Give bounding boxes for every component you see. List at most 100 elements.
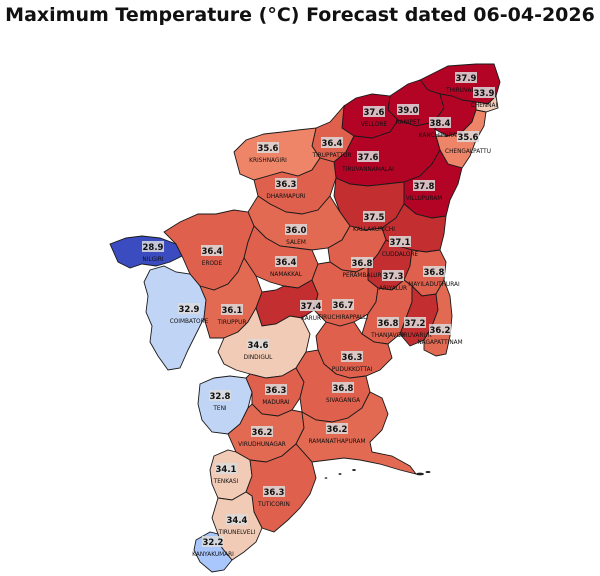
value-box [404, 317, 426, 328]
temperature-value: 37.5 [364, 213, 385, 223]
temperature-value: 32.2 [203, 538, 224, 548]
district-name: RAMANATHAPURAM [309, 439, 366, 445]
district-label-tiruvarur: 37.2 TIRUVARUR [397, 317, 432, 339]
value-box [457, 131, 479, 142]
map-title: Maximum Temperature (°C) Forecast dated … [5, 4, 595, 26]
district-label-villupuram: 37.8 VILLUPURAM [406, 180, 443, 202]
temperature-value: 34.4 [227, 516, 248, 526]
district-name: TIRUVANNAMALAI [341, 167, 394, 173]
temperature-value: 37.3 [383, 272, 404, 282]
district-label-virudhunagar: 36.2 VIRUDHUNAGAR [238, 426, 286, 448]
district-name: TIRUNELVELI [218, 530, 256, 536]
district-name: VILLUPURAM [406, 196, 443, 202]
district-name: CUDDALORE [382, 252, 419, 258]
district-label-namakkal: 36.4 NAMAKKAL [270, 256, 303, 278]
district-name: KANYAKUMARI [192, 552, 234, 558]
district-label-sivaganga: 36.8 SIVAGANGA [326, 382, 360, 404]
district-label-chennai: 33.9 CHENNAI [471, 87, 498, 109]
temperature-value: 36.7 [333, 301, 354, 311]
value-box [209, 390, 231, 401]
district-label-salem: 36.0 SALEM [285, 224, 307, 246]
district-name: MAYILADUTHURAI [408, 282, 460, 288]
district-name: TIRUPPUR [217, 320, 247, 326]
district-label-tiruppattur: 36.4 TIRUPPATTUR [312, 137, 352, 159]
value-box [326, 423, 348, 434]
district-coimbatore[interactable] [143, 265, 207, 371]
district-label-krishnagiri: 35.6 KRISHNAGIRI [249, 142, 287, 164]
district-label-dindigul: 34.6 DINDIGUL [244, 339, 273, 361]
temperature-value: 36.8 [352, 259, 373, 269]
value-box [201, 245, 223, 256]
district-name: KALLAKURICHI [353, 227, 395, 233]
temperature-value: 36.1 [222, 306, 243, 316]
district-name: ARIYALUR [379, 286, 407, 292]
district-name: CHENNAI [471, 103, 498, 109]
temperature-value: 36.4 [322, 139, 343, 149]
district-label-kanyakumari: 32.2 KANYAKUMARI [192, 536, 234, 558]
temperature-value: 36.3 [276, 180, 297, 190]
district-name: KARUR [301, 316, 321, 322]
district-name: PUDUKKOTTAI [332, 367, 373, 373]
district-label-tenkasi: 34.1 TENKASI [213, 463, 239, 485]
district-label-dharmapuri: 36.3 DHARMAPURI [266, 178, 306, 200]
value-box [202, 536, 224, 547]
district-name: ERODE [202, 261, 223, 267]
temperature-value: 35.6 [258, 144, 279, 154]
value-box [473, 87, 495, 98]
temperature-value: 36.3 [342, 353, 363, 363]
value-box [221, 304, 243, 315]
temperature-value: 36.8 [378, 319, 399, 329]
value-box [363, 106, 385, 117]
district-name: SIVAGANGA [326, 398, 360, 404]
temperature-value: 37.9 [456, 74, 477, 84]
district-name: MADURAI [262, 400, 289, 406]
district-name: THANJAVUR [370, 333, 405, 339]
value-box [285, 224, 307, 235]
value-box [275, 256, 297, 267]
value-box [215, 463, 237, 474]
district-label-tiruchirappalli: 36.7 TIRUCHIRAPPALLI [317, 299, 368, 321]
temperature-value: 33.9 [474, 89, 495, 99]
value-box [332, 382, 354, 393]
district-label-ranipet: 39.0 RANIPET [396, 104, 421, 126]
temperature-value: 38.4 [430, 119, 451, 129]
district-label-cuddalore: 37.1 CUDDALORE [382, 236, 419, 258]
rameswaram-islands [324, 469, 431, 479]
temperature-value: 36.0 [286, 226, 307, 236]
temperature-value: 36.4 [276, 258, 297, 268]
district-label-chengalpattu: 35.6 CHENGALPATTU [445, 131, 491, 155]
district-label-thanjavur: 36.8 THANJAVUR [370, 317, 405, 339]
district-label-ariyalur: 37.3 ARIYALUR [379, 270, 407, 292]
value-box [178, 303, 200, 314]
temperature-value: 36.8 [333, 384, 354, 394]
temperature-value: 34.1 [216, 465, 237, 475]
temperature-value: 36.2 [252, 428, 273, 438]
district-name: VELLORE [361, 122, 387, 128]
district-name: KANCHIPURAM [419, 133, 462, 139]
district-label-madurai: 36.3 MADURAI [262, 384, 290, 406]
district-label-vellore: 37.6 VELLORE [361, 106, 387, 128]
value-box [142, 241, 164, 252]
district-name: RANIPET [396, 120, 421, 126]
district-name: NILGIRI [142, 257, 164, 263]
value-box [389, 236, 411, 247]
district-name: NAMAKKAL [270, 272, 303, 278]
district-label-erode: 36.4 ERODE [201, 245, 223, 267]
district-label-tuticorin: 36.3 TUTICORIN [257, 486, 290, 508]
temperature-value: 37.4 [301, 302, 322, 312]
value-box [377, 317, 399, 328]
temperature-value: 36.8 [424, 268, 445, 278]
district-nagapattinam[interactable] [423, 278, 453, 357]
value-box [429, 324, 451, 335]
district-name: SALEM [286, 240, 306, 246]
district-label-kallakurichi: 37.5 KALLAKURICHI [353, 211, 395, 233]
district-label-tirunelveli: 34.4 TIRUNELVELI [218, 514, 256, 536]
temperature-value: 28.9 [143, 243, 164, 253]
district-name: TIRUPPATTUR [312, 153, 352, 159]
value-box [251, 426, 273, 437]
district-name: CHENGALPATTU [445, 149, 491, 155]
district-ramanathapuram[interactable] [295, 391, 418, 475]
district-name: NAGAPATTINAM [417, 340, 462, 346]
